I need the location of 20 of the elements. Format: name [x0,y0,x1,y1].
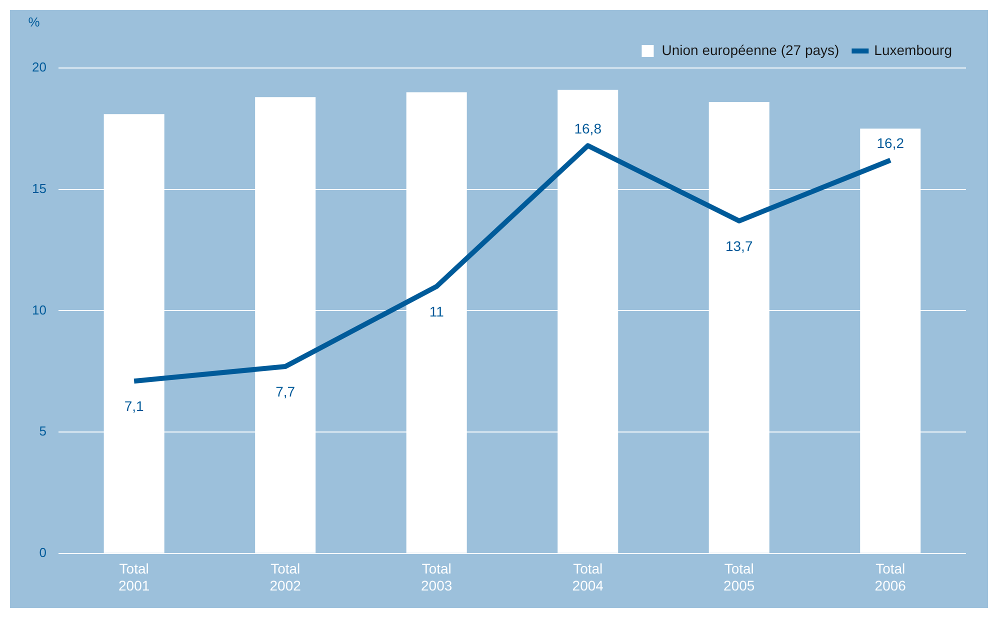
data-label: 16,8 [574,120,602,137]
x-tick-label: Total 2004 [572,560,604,594]
x-tick-label: Total 2003 [421,560,452,594]
data-label: 13,7 [725,238,753,254]
data-label: 16,2 [876,135,904,152]
data-label: 7,1 [124,398,144,414]
x-tick-label: Total 2005 [724,560,755,594]
y-axis-title: % [28,14,40,30]
y-tick-label: 0 [39,544,46,560]
y-tick-label: 5 [39,424,46,439]
y-tick-label: 10 [32,302,46,318]
y-tick-label: 15 [32,180,46,196]
x-tick-label: Total 2001 [118,560,150,594]
x-tick-label: Total 2002 [270,560,302,594]
legend-label: Luxembourg [874,42,952,58]
data-label: 11 [429,303,444,320]
y-tick-label: 20 [32,60,46,75]
x-tick-label: Total 2006 [874,560,906,594]
data-label: 7,7 [276,383,296,400]
legend-label: Union européenne (27 pays) [662,42,840,58]
